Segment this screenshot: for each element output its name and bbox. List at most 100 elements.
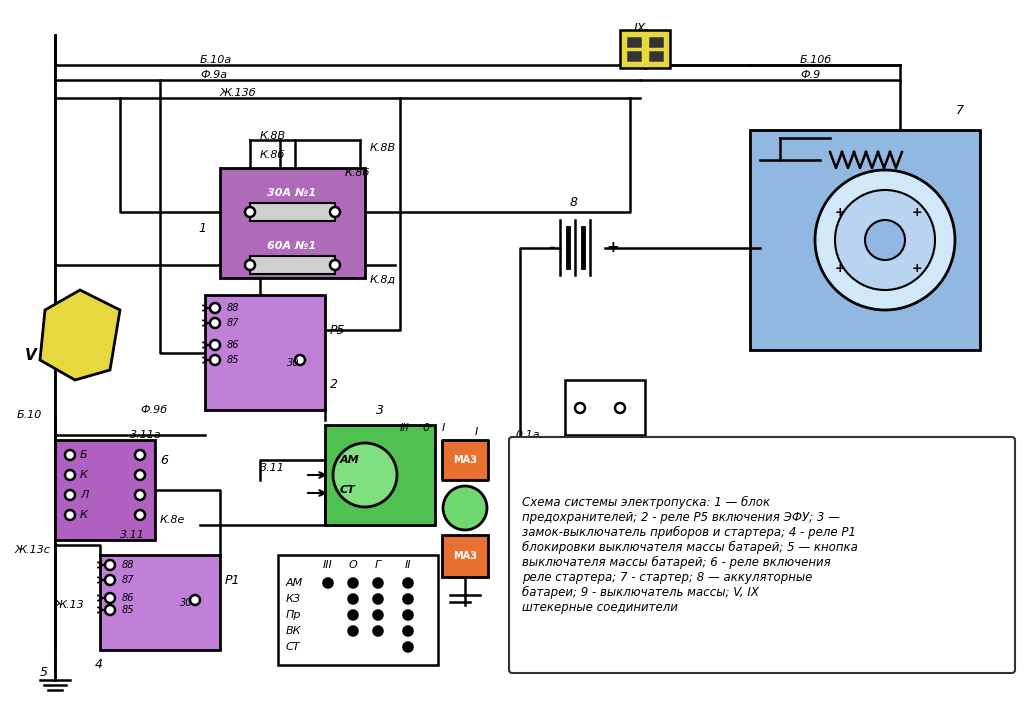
Text: I: I xyxy=(442,423,445,433)
Circle shape xyxy=(615,403,625,413)
Text: Р1: Р1 xyxy=(225,573,241,587)
Text: 87: 87 xyxy=(122,575,134,585)
Circle shape xyxy=(210,318,220,328)
Circle shape xyxy=(403,594,413,604)
Text: К: К xyxy=(80,510,88,520)
Text: 5: 5 xyxy=(40,665,48,679)
Circle shape xyxy=(105,575,115,585)
Text: 88: 88 xyxy=(122,560,134,570)
Bar xyxy=(628,38,640,46)
Circle shape xyxy=(348,594,357,604)
Circle shape xyxy=(403,578,413,587)
Bar xyxy=(250,256,335,274)
Text: К: К xyxy=(80,470,88,480)
Polygon shape xyxy=(40,290,120,380)
Text: 30А №1: 30А №1 xyxy=(267,188,316,198)
Text: 7: 7 xyxy=(956,104,964,116)
Circle shape xyxy=(333,443,397,507)
Text: АМ: АМ xyxy=(286,578,303,588)
Circle shape xyxy=(135,470,145,480)
Circle shape xyxy=(348,578,357,587)
Text: -: - xyxy=(548,239,555,257)
Bar xyxy=(278,555,438,665)
Text: 8: 8 xyxy=(570,196,578,208)
Text: 0,1а: 0,1а xyxy=(515,430,540,440)
Circle shape xyxy=(245,207,255,217)
Circle shape xyxy=(374,594,383,604)
Circle shape xyxy=(324,578,333,587)
Text: 0: 0 xyxy=(422,423,429,433)
Text: +: + xyxy=(835,261,846,275)
Bar xyxy=(565,380,645,435)
Text: +: + xyxy=(911,205,923,219)
Text: 3: 3 xyxy=(376,404,384,416)
Circle shape xyxy=(374,611,383,620)
Text: 3.11: 3.11 xyxy=(260,463,285,473)
Text: ВК: ВК xyxy=(286,626,301,636)
Text: СТ: СТ xyxy=(286,642,300,652)
Circle shape xyxy=(190,595,200,605)
Bar xyxy=(205,295,325,410)
Circle shape xyxy=(245,260,255,270)
Text: Б.10а: Б.10а xyxy=(200,55,232,65)
Bar xyxy=(650,52,662,60)
Text: 3.11: 3.11 xyxy=(120,530,144,540)
Circle shape xyxy=(374,578,383,587)
Text: 88: 88 xyxy=(227,303,240,313)
Text: +: + xyxy=(606,240,618,255)
Text: II: II xyxy=(404,560,412,570)
Text: I: I xyxy=(475,427,478,437)
Circle shape xyxy=(65,450,75,460)
Circle shape xyxy=(65,490,75,500)
Circle shape xyxy=(348,611,357,620)
Text: К.8В: К.8В xyxy=(370,143,396,153)
Text: Ж.13б: Ж.13б xyxy=(220,88,257,98)
Text: Ф.9: Ф.9 xyxy=(800,70,820,80)
Circle shape xyxy=(403,643,413,651)
Bar xyxy=(650,38,662,46)
Circle shape xyxy=(815,170,955,310)
Text: 87: 87 xyxy=(227,318,240,328)
Circle shape xyxy=(65,470,75,480)
Bar xyxy=(220,168,365,278)
Circle shape xyxy=(403,611,413,620)
Circle shape xyxy=(135,490,145,500)
Text: 1: 1 xyxy=(198,222,206,235)
Text: 86: 86 xyxy=(227,340,240,350)
Text: V: V xyxy=(25,348,37,362)
Text: Б.10: Б.10 xyxy=(17,410,42,420)
Circle shape xyxy=(210,340,220,350)
Text: Ф.9а: Ф.9а xyxy=(200,70,227,80)
Text: 85: 85 xyxy=(122,605,134,615)
Text: К.8е: К.8е xyxy=(160,515,185,525)
Circle shape xyxy=(348,627,357,636)
Circle shape xyxy=(865,220,905,260)
Text: Л: Л xyxy=(80,490,88,500)
Text: 30: 30 xyxy=(180,598,193,608)
Bar xyxy=(442,440,488,480)
Bar xyxy=(750,130,980,350)
Bar xyxy=(55,440,155,540)
Bar xyxy=(250,203,335,221)
Text: IX: IX xyxy=(634,22,646,34)
Circle shape xyxy=(105,593,115,603)
Text: АМ: АМ xyxy=(340,455,359,465)
Text: 86: 86 xyxy=(122,593,134,603)
Circle shape xyxy=(443,486,487,530)
Text: 60А №1: 60А №1 xyxy=(267,241,316,251)
Text: Пр: Пр xyxy=(286,610,301,620)
Circle shape xyxy=(210,355,220,365)
Text: Р5: Р5 xyxy=(330,323,345,336)
Bar xyxy=(628,52,640,60)
Text: 9: 9 xyxy=(650,439,658,451)
Text: Ж.13: Ж.13 xyxy=(55,600,85,610)
Text: СТ: СТ xyxy=(340,485,355,495)
Text: МАЗ: МАЗ xyxy=(453,455,477,465)
Circle shape xyxy=(403,627,413,636)
Circle shape xyxy=(135,510,145,520)
Text: 3.11а: 3.11а xyxy=(130,430,162,440)
Circle shape xyxy=(135,450,145,460)
Text: +: + xyxy=(911,261,923,275)
Text: 4: 4 xyxy=(95,658,103,672)
Circle shape xyxy=(835,190,935,290)
